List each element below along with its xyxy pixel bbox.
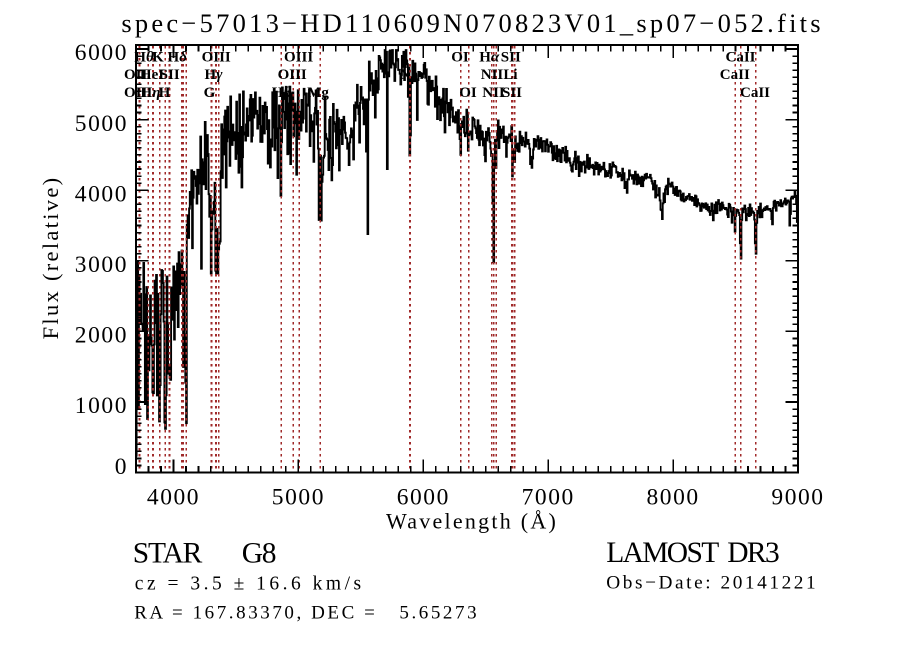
svg-text:OIII: OIII: [284, 50, 313, 66]
svg-text:K: K: [152, 50, 164, 66]
svg-text:LAMOST DR3: LAMOST DR3: [606, 537, 779, 569]
svg-text:4000: 4000: [75, 181, 128, 207]
svg-text:3000: 3000: [75, 252, 128, 278]
svg-text:Hγ: Hγ: [205, 67, 224, 83]
svg-text:9000: 9000: [771, 485, 824, 511]
svg-text:Wavelength (Å): Wavelength (Å): [386, 509, 558, 534]
svg-text:OI: OI: [459, 85, 477, 101]
svg-text:4000: 4000: [147, 485, 200, 511]
svg-text:CaII: CaII: [725, 50, 755, 66]
svg-text:RA = 167.83370, DEC = 5.6527: RA = 167.83370, DEC = 5.65273: [134, 602, 479, 623]
svg-text:OII: OII: [124, 67, 148, 83]
svg-text:SII: SII: [502, 85, 522, 101]
svg-text:Hδ: Hδ: [168, 50, 188, 66]
svg-text:8000: 8000: [646, 485, 699, 511]
svg-text:cz = 3.5 ± 16.6 km/s: cz = 3.5 ± 16.6 km/s: [135, 573, 365, 594]
svg-text:CaII: CaII: [720, 67, 750, 83]
svg-text:CaII: CaII: [740, 85, 770, 101]
svg-text:Hα: Hα: [479, 50, 500, 66]
svg-text:Li: Li: [503, 67, 517, 83]
svg-text:Mg: Mg: [307, 85, 329, 101]
svg-text:6000: 6000: [397, 485, 450, 511]
svg-text:G: G: [204, 85, 216, 101]
svg-text:HeI: HeI: [140, 67, 164, 83]
svg-text:Na: Na: [400, 67, 419, 83]
svg-text:Hβ: Hβ: [272, 85, 292, 101]
svg-text:Hθ: Hθ: [134, 50, 154, 66]
svg-text:OII: OII: [124, 85, 148, 101]
svg-text:Obs−Date: 20141221: Obs−Date: 20141221: [606, 573, 818, 594]
svg-text:7000: 7000: [522, 485, 575, 511]
svg-text:1000: 1000: [75, 393, 128, 419]
svg-text:6000: 6000: [75, 40, 128, 66]
svg-text:STAR: STAR: [133, 538, 203, 570]
svg-text:5000: 5000: [272, 485, 325, 511]
svg-text:Hη: Hη: [141, 85, 161, 101]
svg-text:spec−57013−HD110609N070823V01_: spec−57013−HD110609N070823V01_sp07−052.f…: [121, 8, 824, 38]
svg-text:0: 0: [115, 454, 128, 480]
svg-text:NII: NII: [482, 85, 505, 101]
svg-text:H: H: [159, 85, 171, 101]
svg-text:G8: G8: [242, 538, 276, 570]
svg-text:SII: SII: [501, 50, 521, 66]
svg-text:5000: 5000: [75, 111, 128, 137]
svg-text:OI: OI: [451, 50, 469, 66]
svg-text:OIII: OIII: [202, 50, 231, 66]
svg-text:SII: SII: [160, 67, 180, 83]
svg-text:Flux (relative): Flux (relative): [38, 176, 63, 340]
svg-text:2000: 2000: [75, 323, 128, 349]
svg-text:NII: NII: [481, 67, 504, 83]
svg-text:OIII: OIII: [278, 67, 307, 83]
